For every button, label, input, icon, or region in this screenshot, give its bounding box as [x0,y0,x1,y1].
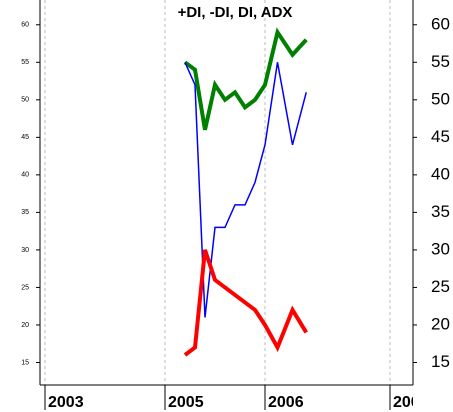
x-labels: 2003 2005 2006 2007 [48,394,429,411]
y-tick-label: 50 [21,97,29,104]
y-tick-label: 25 [21,284,29,291]
y2-tick-label: 50 [431,89,450,108]
x-tick-label: 2007 [393,394,429,411]
lines [183,27,308,357]
y-labels: 15 20 25 30 35 40 45 50 55 60 15 20 25 30 35 40 45 50 55 60 [21,14,450,371]
y-tick-label: 30 [21,247,29,254]
series-line [183,249,308,357]
series-line [183,27,308,131]
y2-tick-label: 30 [431,239,450,258]
y2-tick-label: 20 [431,314,450,333]
y2-tick-label: 15 [431,352,450,371]
x-tick-label: 2003 [48,394,84,411]
y-tick-label: 15 [21,359,29,366]
y-tick-label: 40 [21,172,29,179]
x-tick-label: 2005 [168,394,204,411]
y-tick-label: 20 [21,322,29,329]
y-tick-label: 35 [21,209,29,216]
y2-tick-label: 45 [431,127,450,146]
y2-tick-label: 40 [431,164,450,183]
y-tick-label: 45 [21,134,29,141]
grid [44,0,391,410]
chart-title: +DI, -DI, DI, ADX [178,4,293,21]
y-tick-label: 55 [21,59,29,66]
y-tick-label: 60 [21,22,29,29]
y2-tick-label: 25 [431,277,450,296]
y2-tick-label: 55 [431,52,450,71]
y2-tick-label: 60 [431,14,450,33]
x-tick-label: 2006 [268,394,304,411]
y2-tick-label: 35 [431,202,450,221]
